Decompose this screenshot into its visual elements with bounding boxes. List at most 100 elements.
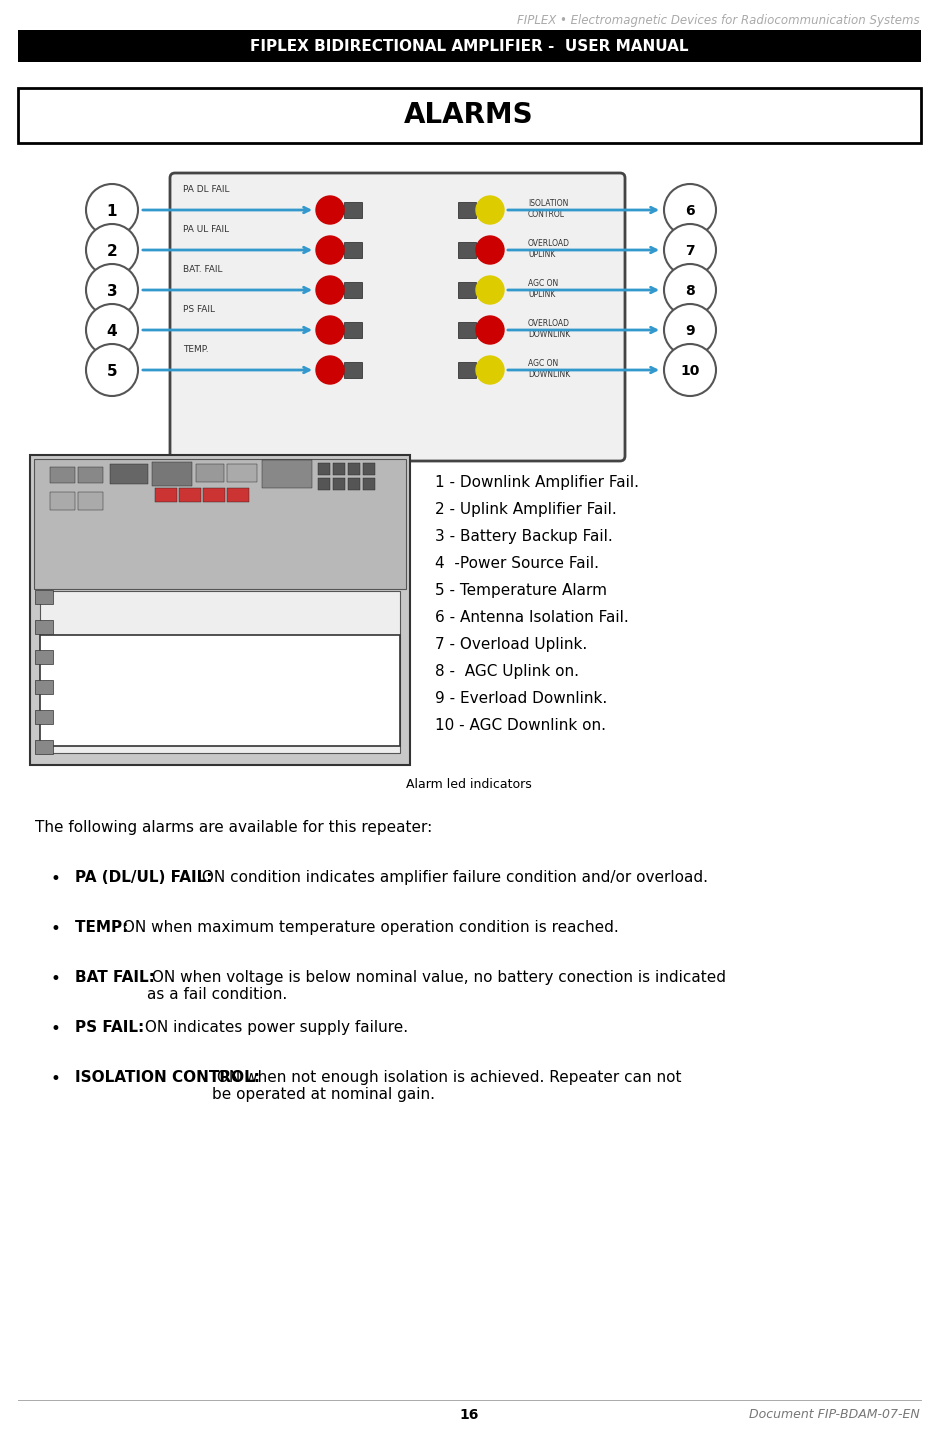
FancyBboxPatch shape bbox=[170, 173, 625, 461]
Text: PA (DL/UL) FAIL:: PA (DL/UL) FAIL: bbox=[75, 870, 218, 886]
Circle shape bbox=[316, 317, 344, 344]
Text: Alarm led indicators: Alarm led indicators bbox=[407, 778, 531, 791]
Text: 8 -  AGC Uplink on.: 8 - AGC Uplink on. bbox=[435, 663, 579, 679]
FancyBboxPatch shape bbox=[458, 322, 476, 338]
FancyBboxPatch shape bbox=[333, 479, 345, 490]
Text: 10: 10 bbox=[681, 364, 700, 378]
Text: 10 - AGC Downlink on.: 10 - AGC Downlink on. bbox=[435, 718, 606, 734]
Circle shape bbox=[476, 236, 504, 264]
Circle shape bbox=[476, 277, 504, 304]
FancyBboxPatch shape bbox=[110, 464, 148, 484]
Text: ON when not enough isolation is achieved. Repeater can not
be operated at nomina: ON when not enough isolation is achieved… bbox=[212, 1070, 682, 1102]
Circle shape bbox=[476, 317, 504, 344]
Text: ON indicates power supply failure.: ON indicates power supply failure. bbox=[140, 1020, 408, 1035]
Circle shape bbox=[86, 183, 138, 236]
FancyBboxPatch shape bbox=[348, 479, 360, 490]
FancyBboxPatch shape bbox=[155, 489, 177, 502]
Circle shape bbox=[86, 344, 138, 396]
Text: ON when maximum temperature operation condition is reached.: ON when maximum temperature operation co… bbox=[118, 920, 619, 934]
FancyBboxPatch shape bbox=[50, 492, 75, 510]
Text: 4: 4 bbox=[107, 324, 117, 338]
Text: PS FAIL: PS FAIL bbox=[183, 305, 215, 314]
Circle shape bbox=[86, 224, 138, 277]
Text: TEMP:: TEMP: bbox=[75, 920, 133, 934]
Circle shape bbox=[664, 183, 716, 236]
FancyBboxPatch shape bbox=[458, 282, 476, 298]
Circle shape bbox=[86, 304, 138, 355]
FancyBboxPatch shape bbox=[344, 242, 362, 258]
Text: 3: 3 bbox=[107, 284, 117, 298]
Text: 8: 8 bbox=[685, 284, 695, 298]
FancyBboxPatch shape bbox=[458, 202, 476, 218]
FancyBboxPatch shape bbox=[318, 463, 330, 474]
FancyBboxPatch shape bbox=[18, 30, 921, 62]
Text: Document FIP-BDAM-07-EN: Document FIP-BDAM-07-EN bbox=[749, 1409, 920, 1422]
FancyBboxPatch shape bbox=[179, 489, 201, 502]
Text: ISOLATION
CONTROL: ISOLATION CONTROL bbox=[528, 199, 568, 219]
Text: FIPLEX • Electromagnetic Devices for Radiocommunication Systems: FIPLEX • Electromagnetic Devices for Rad… bbox=[517, 14, 920, 27]
FancyBboxPatch shape bbox=[363, 463, 375, 474]
Text: 6: 6 bbox=[685, 203, 695, 218]
FancyBboxPatch shape bbox=[40, 592, 400, 752]
FancyBboxPatch shape bbox=[318, 479, 330, 490]
FancyBboxPatch shape bbox=[203, 489, 225, 502]
Text: 1 - Downlink Amplifier Fail.: 1 - Downlink Amplifier Fail. bbox=[435, 474, 639, 490]
Text: The following alarms are available for this repeater:: The following alarms are available for t… bbox=[35, 820, 432, 835]
FancyBboxPatch shape bbox=[34, 459, 406, 589]
FancyBboxPatch shape bbox=[344, 202, 362, 218]
FancyBboxPatch shape bbox=[344, 282, 362, 298]
Text: PS FAIL:: PS FAIL: bbox=[75, 1020, 149, 1035]
FancyBboxPatch shape bbox=[262, 460, 312, 489]
Circle shape bbox=[664, 264, 716, 317]
FancyBboxPatch shape bbox=[344, 363, 362, 378]
FancyBboxPatch shape bbox=[35, 739, 53, 754]
Text: •: • bbox=[50, 920, 60, 939]
Circle shape bbox=[316, 277, 344, 304]
Text: 7: 7 bbox=[685, 244, 695, 258]
FancyBboxPatch shape bbox=[196, 464, 224, 481]
FancyBboxPatch shape bbox=[227, 464, 257, 481]
Text: •: • bbox=[50, 970, 60, 987]
Text: 2: 2 bbox=[107, 244, 117, 258]
FancyBboxPatch shape bbox=[35, 620, 53, 633]
Text: ISOLATION CONTROL:: ISOLATION CONTROL: bbox=[75, 1070, 265, 1085]
Text: 5 - Temperature Alarm: 5 - Temperature Alarm bbox=[435, 583, 607, 598]
FancyBboxPatch shape bbox=[35, 651, 53, 663]
Circle shape bbox=[664, 344, 716, 396]
FancyBboxPatch shape bbox=[458, 242, 476, 258]
FancyBboxPatch shape bbox=[18, 87, 921, 143]
FancyBboxPatch shape bbox=[35, 681, 53, 694]
Text: BAT. FAIL: BAT. FAIL bbox=[183, 265, 223, 274]
Text: 1: 1 bbox=[107, 203, 117, 218]
Text: 9: 9 bbox=[685, 324, 695, 338]
FancyBboxPatch shape bbox=[30, 456, 410, 765]
Text: •: • bbox=[50, 1020, 60, 1037]
FancyBboxPatch shape bbox=[50, 467, 75, 483]
Text: 5: 5 bbox=[107, 364, 117, 378]
FancyBboxPatch shape bbox=[35, 709, 53, 724]
FancyBboxPatch shape bbox=[78, 467, 103, 483]
Circle shape bbox=[316, 196, 344, 224]
Circle shape bbox=[476, 355, 504, 384]
Text: PA UL FAIL: PA UL FAIL bbox=[183, 225, 229, 234]
FancyBboxPatch shape bbox=[348, 463, 360, 474]
Text: ON condition indicates amplifier failure condition and/or overload.: ON condition indicates amplifier failure… bbox=[197, 870, 708, 886]
Circle shape bbox=[476, 196, 504, 224]
Text: AGC ON
DOWNLINK: AGC ON DOWNLINK bbox=[528, 360, 570, 378]
FancyBboxPatch shape bbox=[363, 479, 375, 490]
FancyBboxPatch shape bbox=[152, 461, 192, 486]
Text: PA DL FAIL: PA DL FAIL bbox=[183, 185, 229, 193]
Text: 6 - Antenna Isolation Fail.: 6 - Antenna Isolation Fail. bbox=[435, 610, 629, 625]
Text: 4  -Power Source Fail.: 4 -Power Source Fail. bbox=[435, 556, 599, 570]
FancyBboxPatch shape bbox=[458, 363, 476, 378]
Circle shape bbox=[316, 236, 344, 264]
Circle shape bbox=[664, 224, 716, 277]
Text: 2 - Uplink Amplifier Fail.: 2 - Uplink Amplifier Fail. bbox=[435, 502, 617, 517]
Text: TEMP.: TEMP. bbox=[183, 345, 208, 354]
Circle shape bbox=[86, 264, 138, 317]
Text: AGC ON
UPLINK: AGC ON UPLINK bbox=[528, 279, 559, 298]
FancyBboxPatch shape bbox=[344, 322, 362, 338]
Text: OVERLOAD
UPLINK: OVERLOAD UPLINK bbox=[528, 239, 570, 259]
Circle shape bbox=[664, 304, 716, 355]
Text: FIPLEX BIDIRECTIONAL AMPLIFIER -  USER MANUAL: FIPLEX BIDIRECTIONAL AMPLIFIER - USER MA… bbox=[250, 39, 688, 53]
